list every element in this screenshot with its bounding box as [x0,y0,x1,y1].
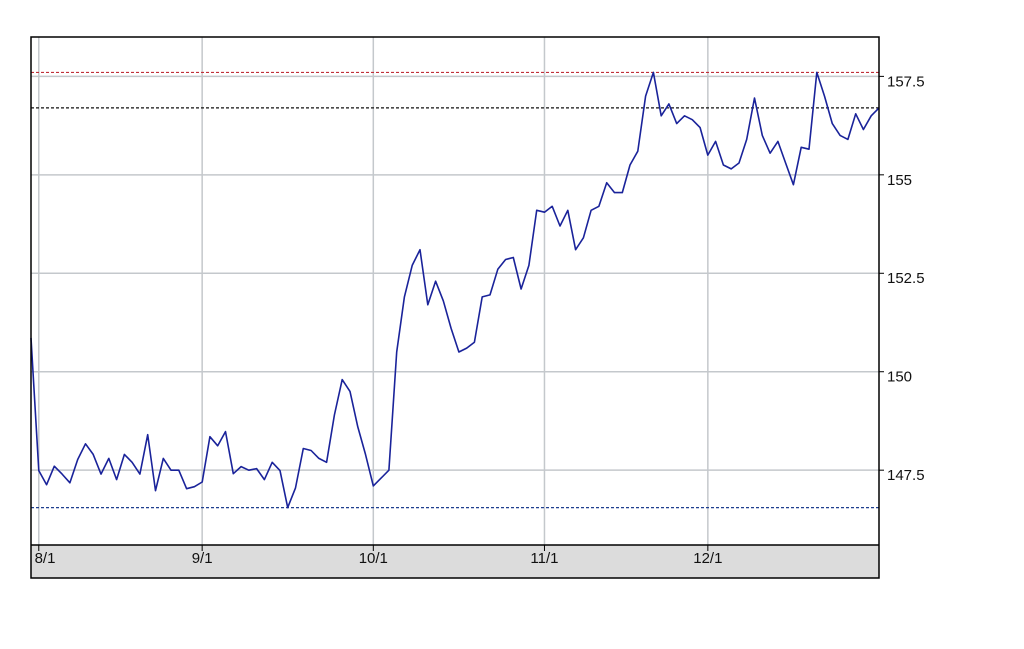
plot-border [30,36,880,579]
x-tick-label: 9/1 [192,550,213,567]
x-axis-band [31,545,879,578]
y-tick-label: 157.5 [887,73,925,90]
x-tick-label: 12/1 [693,550,722,567]
x-tick-label: 8/1 [35,550,56,567]
y-tick-label: 152.5 [887,270,925,287]
x-tick-label: 11/1 [530,550,558,567]
y-tick-label: 155 [887,172,912,189]
x-tick-label: 10/1 [359,550,388,567]
price-line [30,71,880,509]
y-tick-label: 147.5 [887,467,925,484]
y-tick-label: 150 [887,369,912,386]
